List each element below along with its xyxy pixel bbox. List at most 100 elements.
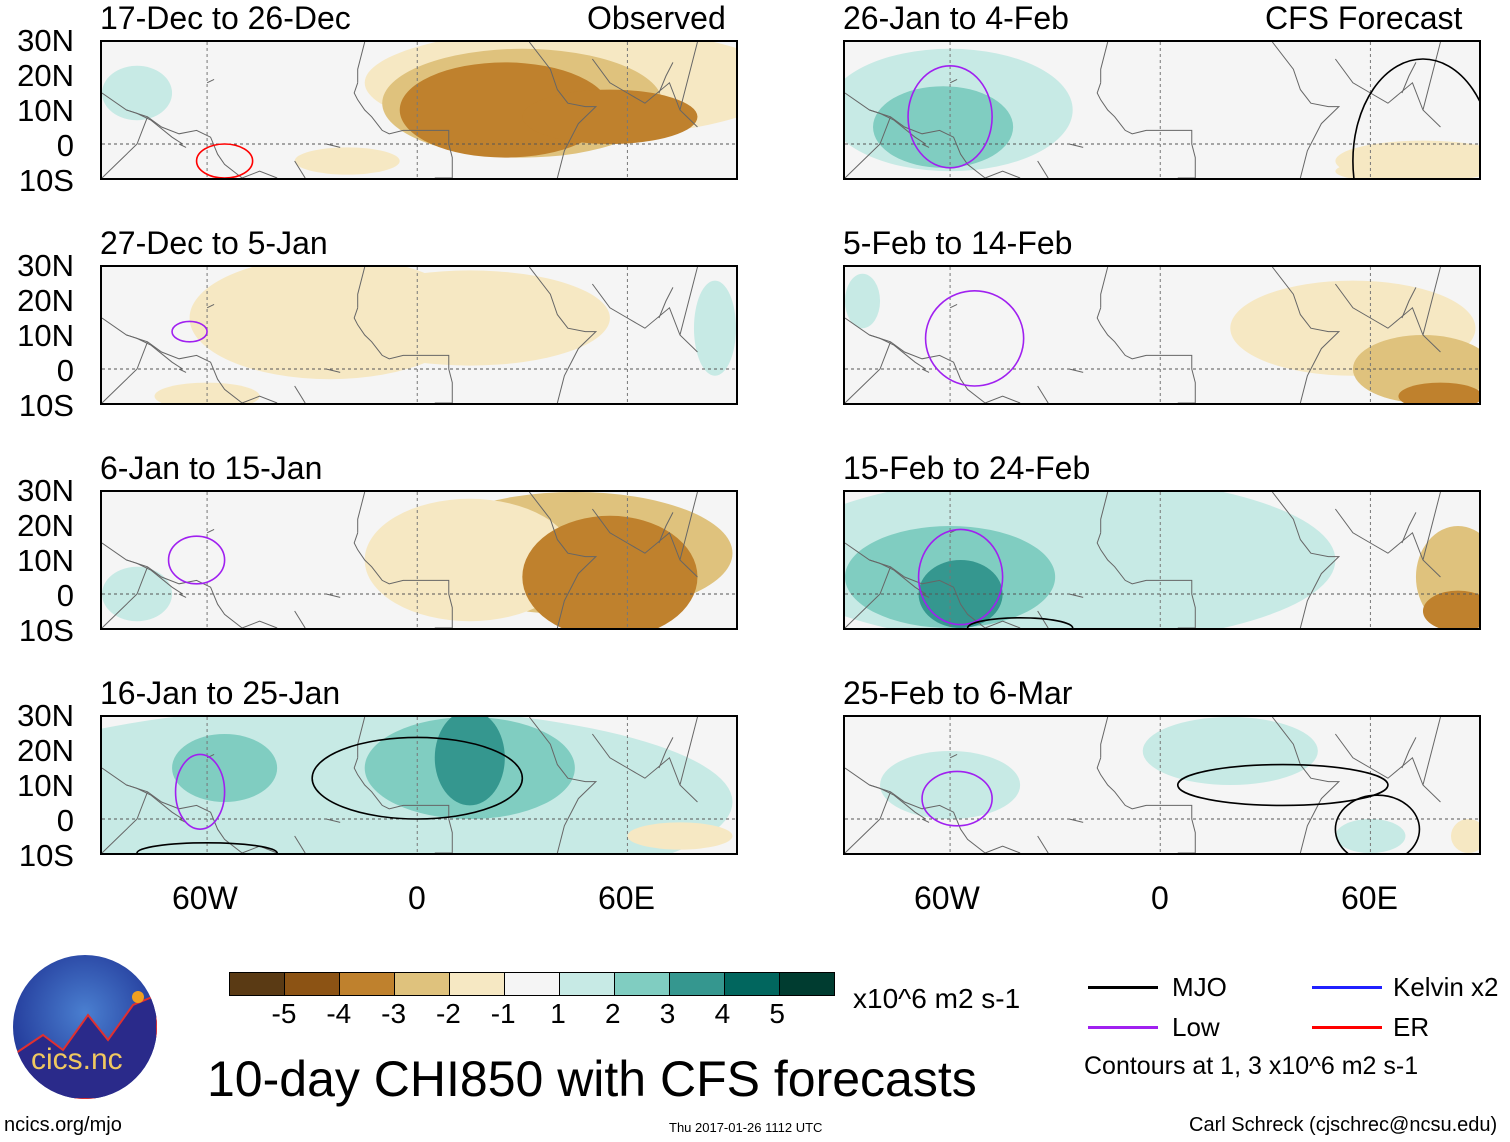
legend-kelvin-line bbox=[1312, 986, 1382, 989]
contour-line bbox=[1178, 765, 1388, 806]
contour-line bbox=[176, 754, 225, 829]
legend-mjo-line bbox=[1088, 986, 1158, 989]
lat-label: 10N bbox=[17, 543, 74, 578]
colorbar-tick: 2 bbox=[605, 998, 621, 1029]
legend-kelvin: Kelvin x2 bbox=[1393, 972, 1499, 1002]
panel-title: 15-Feb to 24-Feb bbox=[843, 450, 1091, 486]
anomaly-region bbox=[873, 86, 1014, 168]
legend-mjo: MJO bbox=[1172, 972, 1227, 1002]
legend-low: Low bbox=[1172, 1012, 1220, 1042]
lat-label: 20N bbox=[17, 58, 74, 93]
colorbar-tick: 1 bbox=[550, 998, 566, 1029]
map-panel bbox=[843, 265, 1481, 405]
legend-low-line bbox=[1088, 1026, 1158, 1029]
colorbar-tick: 4 bbox=[714, 998, 731, 1029]
colorbar-tick: 3 bbox=[659, 998, 676, 1029]
lat-label: 20N bbox=[17, 733, 74, 768]
lat-label: 0 bbox=[56, 128, 74, 163]
lat-label: 10N bbox=[17, 318, 74, 353]
anomaly-region bbox=[522, 89, 698, 144]
anomaly-region bbox=[627, 822, 733, 850]
lat-label: 10S bbox=[18, 163, 74, 198]
lon-label-0-right: 0 bbox=[1151, 880, 1169, 916]
colorbar-tick: -5 bbox=[271, 998, 297, 1029]
colorbar-swatch bbox=[340, 973, 395, 995]
colorbar-swatch bbox=[450, 973, 505, 995]
map-panel bbox=[843, 715, 1481, 855]
lon-label-0: 0 bbox=[408, 880, 426, 916]
colorbar-units: x10^6 m2 s-1 bbox=[853, 983, 1021, 1014]
legend-er: ER bbox=[1393, 1012, 1430, 1042]
contour-line bbox=[1353, 59, 1479, 178]
colorbar-swatch bbox=[230, 973, 285, 995]
colorbar-swatch bbox=[560, 973, 615, 995]
contour-line bbox=[137, 843, 277, 853]
lat-label: 10S bbox=[18, 613, 74, 648]
map-panel bbox=[100, 265, 738, 405]
colorbar-tick: -3 bbox=[381, 998, 407, 1029]
lat-label: 20N bbox=[17, 508, 74, 543]
contour-line bbox=[1335, 795, 1419, 853]
footer-timestamp: Thu 2017-01-26 1112 UTC bbox=[669, 1120, 823, 1135]
logo: cics.nc bbox=[13, 955, 157, 1099]
logo-text: cics.nc bbox=[31, 1043, 123, 1076]
panel-title: 27-Dec to 5-Jan bbox=[100, 225, 328, 261]
contour-line bbox=[908, 66, 992, 168]
lat-label: 0 bbox=[56, 803, 74, 838]
figure-title: 10-day CHI850 with CFS forecasts bbox=[207, 1051, 977, 1107]
anomaly-region bbox=[102, 65, 173, 121]
colorbar-swatch bbox=[725, 973, 780, 995]
lat-label: 10N bbox=[17, 768, 74, 803]
colorbar-swatch bbox=[285, 973, 340, 995]
anomaly-region bbox=[1450, 819, 1479, 853]
anomaly-region bbox=[1335, 819, 1406, 853]
panel-title: 5-Feb to 14-Feb bbox=[843, 225, 1073, 261]
anomaly-region bbox=[294, 147, 400, 175]
cfs-forecast-label: CFS Forecast bbox=[1265, 0, 1463, 36]
lon-label-60e: 60E bbox=[598, 880, 655, 916]
lat-label: 0 bbox=[56, 353, 74, 388]
lat-label: 20N bbox=[17, 283, 74, 318]
lat-label: 30N bbox=[17, 473, 74, 508]
panel-title: 26-Jan to 4-Feb bbox=[843, 0, 1069, 36]
lat-label: 10S bbox=[18, 388, 74, 423]
contour-line bbox=[172, 321, 207, 341]
lat-label: 0 bbox=[56, 578, 74, 613]
anomaly-region bbox=[154, 382, 260, 403]
anomaly-region bbox=[522, 515, 698, 628]
mountain-graphic bbox=[13, 991, 157, 1099]
contour-note: Contours at 1, 3 x10^6 m2 s-1 bbox=[1084, 1052, 1419, 1080]
colorbar-tick: -4 bbox=[326, 998, 352, 1029]
colorbar-tick: 5 bbox=[769, 998, 785, 1029]
anomaly-region bbox=[1142, 717, 1318, 785]
anomaly-region bbox=[329, 270, 610, 366]
lon-label-60e-right: 60E bbox=[1341, 880, 1398, 916]
anomaly-region bbox=[1422, 590, 1479, 628]
lat-label: 30N bbox=[17, 23, 74, 58]
footer-author: Carl Schreck (cjschrec@ncsu.edu) bbox=[1189, 1114, 1498, 1136]
anomaly-region bbox=[1335, 161, 1441, 178]
colorbar-swatch bbox=[395, 973, 450, 995]
lat-label: 30N bbox=[17, 698, 74, 733]
panel-title: 17-Dec to 26-Dec bbox=[100, 0, 351, 36]
contour-line bbox=[197, 144, 253, 178]
colorbar-swatch bbox=[670, 973, 725, 995]
contour-line bbox=[926, 291, 1024, 386]
lon-label-60w: 60W bbox=[172, 880, 238, 916]
anomaly-region bbox=[1398, 382, 1479, 403]
contour-line bbox=[169, 536, 225, 584]
anomaly-region bbox=[845, 273, 881, 329]
map-panel bbox=[843, 490, 1481, 630]
map-panel bbox=[100, 715, 738, 855]
lat-label: 10S bbox=[18, 838, 74, 873]
panel-title: 6-Jan to 15-Jan bbox=[100, 450, 323, 486]
observed-label: Observed bbox=[587, 0, 726, 36]
anomaly-region bbox=[172, 734, 278, 802]
anomaly-region bbox=[693, 280, 736, 376]
panel-title: 16-Jan to 25-Jan bbox=[100, 675, 341, 711]
panel-title: 25-Feb to 6-Mar bbox=[843, 675, 1073, 711]
legend-er-line bbox=[1312, 1026, 1382, 1029]
contour-line bbox=[968, 618, 1073, 628]
map-panel bbox=[843, 40, 1481, 180]
map-panel bbox=[100, 490, 738, 630]
